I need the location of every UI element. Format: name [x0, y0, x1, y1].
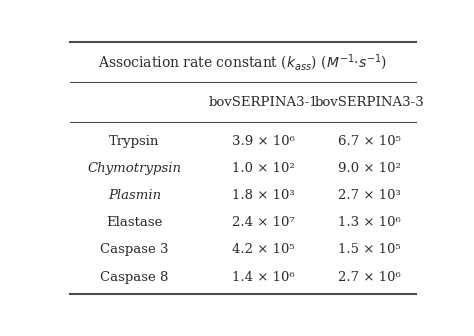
Text: 4.2 × 10⁵: 4.2 × 10⁵: [232, 243, 294, 256]
Text: 1.3 × 10⁶: 1.3 × 10⁶: [338, 216, 401, 229]
Text: Association rate constant ($k_{ass}$) ($M^{-1}{\cdot}s^{-1}$): Association rate constant ($k_{ass}$) ($…: [99, 52, 387, 73]
Text: bovSERPINA3-3: bovSERPINA3-3: [315, 96, 425, 109]
Text: Caspase 3: Caspase 3: [100, 243, 169, 256]
Text: Elastase: Elastase: [106, 216, 163, 229]
Text: Trypsin: Trypsin: [109, 135, 160, 148]
Text: 3.9 × 10⁶: 3.9 × 10⁶: [232, 135, 294, 148]
Text: 1.0 × 10²: 1.0 × 10²: [232, 162, 294, 175]
Text: 1.4 × 10⁶: 1.4 × 10⁶: [232, 270, 294, 284]
Text: 1.8 × 10³: 1.8 × 10³: [232, 189, 294, 202]
Text: 9.0 × 10²: 9.0 × 10²: [338, 162, 401, 175]
Text: 2.4 × 10⁷: 2.4 × 10⁷: [232, 216, 294, 229]
Text: 2.7 × 10³: 2.7 × 10³: [338, 189, 401, 202]
Text: 2.7 × 10⁶: 2.7 × 10⁶: [338, 270, 401, 284]
Text: Plasmin: Plasmin: [108, 189, 161, 202]
Text: Caspase 8: Caspase 8: [100, 270, 169, 284]
Text: bovSERPINA3-1: bovSERPINA3-1: [208, 96, 318, 109]
Text: 1.5 × 10⁵: 1.5 × 10⁵: [338, 243, 401, 256]
Text: Chymotrypsin: Chymotrypsin: [88, 162, 182, 175]
Text: 6.7 × 10⁵: 6.7 × 10⁵: [338, 135, 401, 148]
